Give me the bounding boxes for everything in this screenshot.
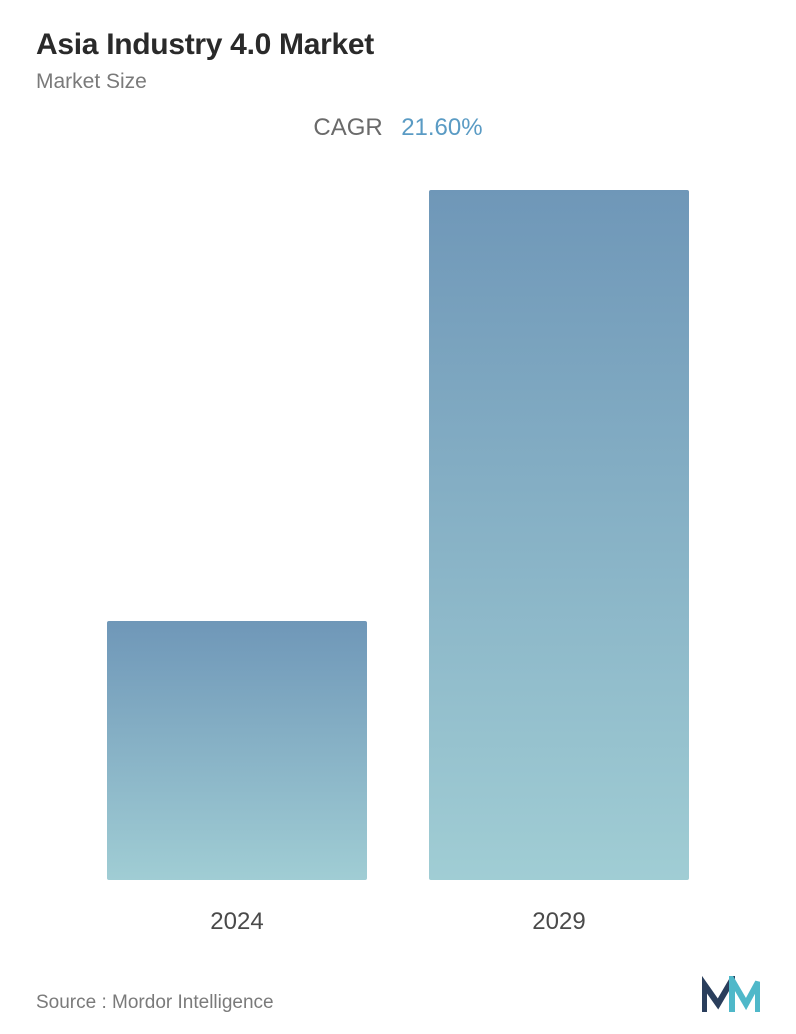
cagr-label: CAGR: [313, 114, 382, 141]
chart-subtitle: Market Size: [36, 70, 760, 94]
mordor-logo-icon: [702, 976, 760, 1014]
cagr-row: CAGR 21.60%: [36, 114, 760, 142]
bar-label-0: 2024: [210, 908, 263, 936]
chart-title: Asia Industry 4.0 Market: [36, 28, 760, 62]
bar-group-0: 2024: [107, 621, 367, 936]
bar-group-1: 2029: [429, 190, 689, 936]
bar-1: [429, 190, 689, 880]
chart-container: Asia Industry 4.0 Market Market Size CAG…: [0, 0, 796, 1034]
footer: Source : Mordor Intelligence: [36, 946, 760, 1014]
bar-label-1: 2029: [532, 908, 585, 936]
bar-0: [107, 621, 367, 880]
cagr-value: 21.60%: [401, 114, 482, 141]
source-text: Source : Mordor Intelligence: [36, 992, 274, 1014]
chart-area: 2024 2029: [36, 160, 760, 946]
logo-path-dark: [704, 980, 732, 1012]
logo-path-light: [732, 980, 758, 1012]
